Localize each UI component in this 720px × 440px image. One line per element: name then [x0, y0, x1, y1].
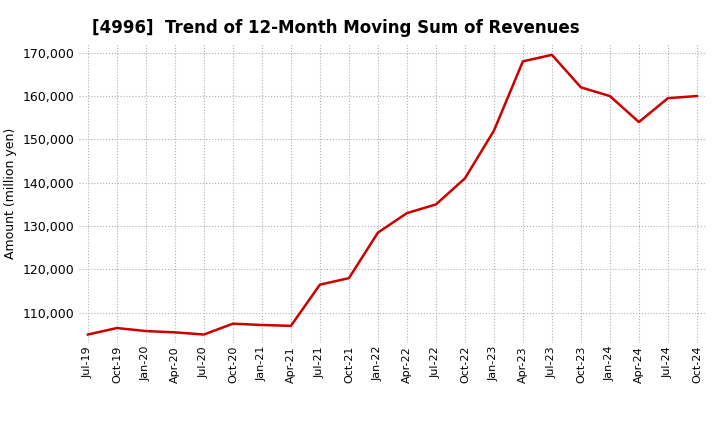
Y-axis label: Amount (million yen): Amount (million yen) — [4, 128, 17, 259]
Text: [4996]  Trend of 12-Month Moving Sum of Revenues: [4996] Trend of 12-Month Moving Sum of R… — [91, 19, 580, 37]
